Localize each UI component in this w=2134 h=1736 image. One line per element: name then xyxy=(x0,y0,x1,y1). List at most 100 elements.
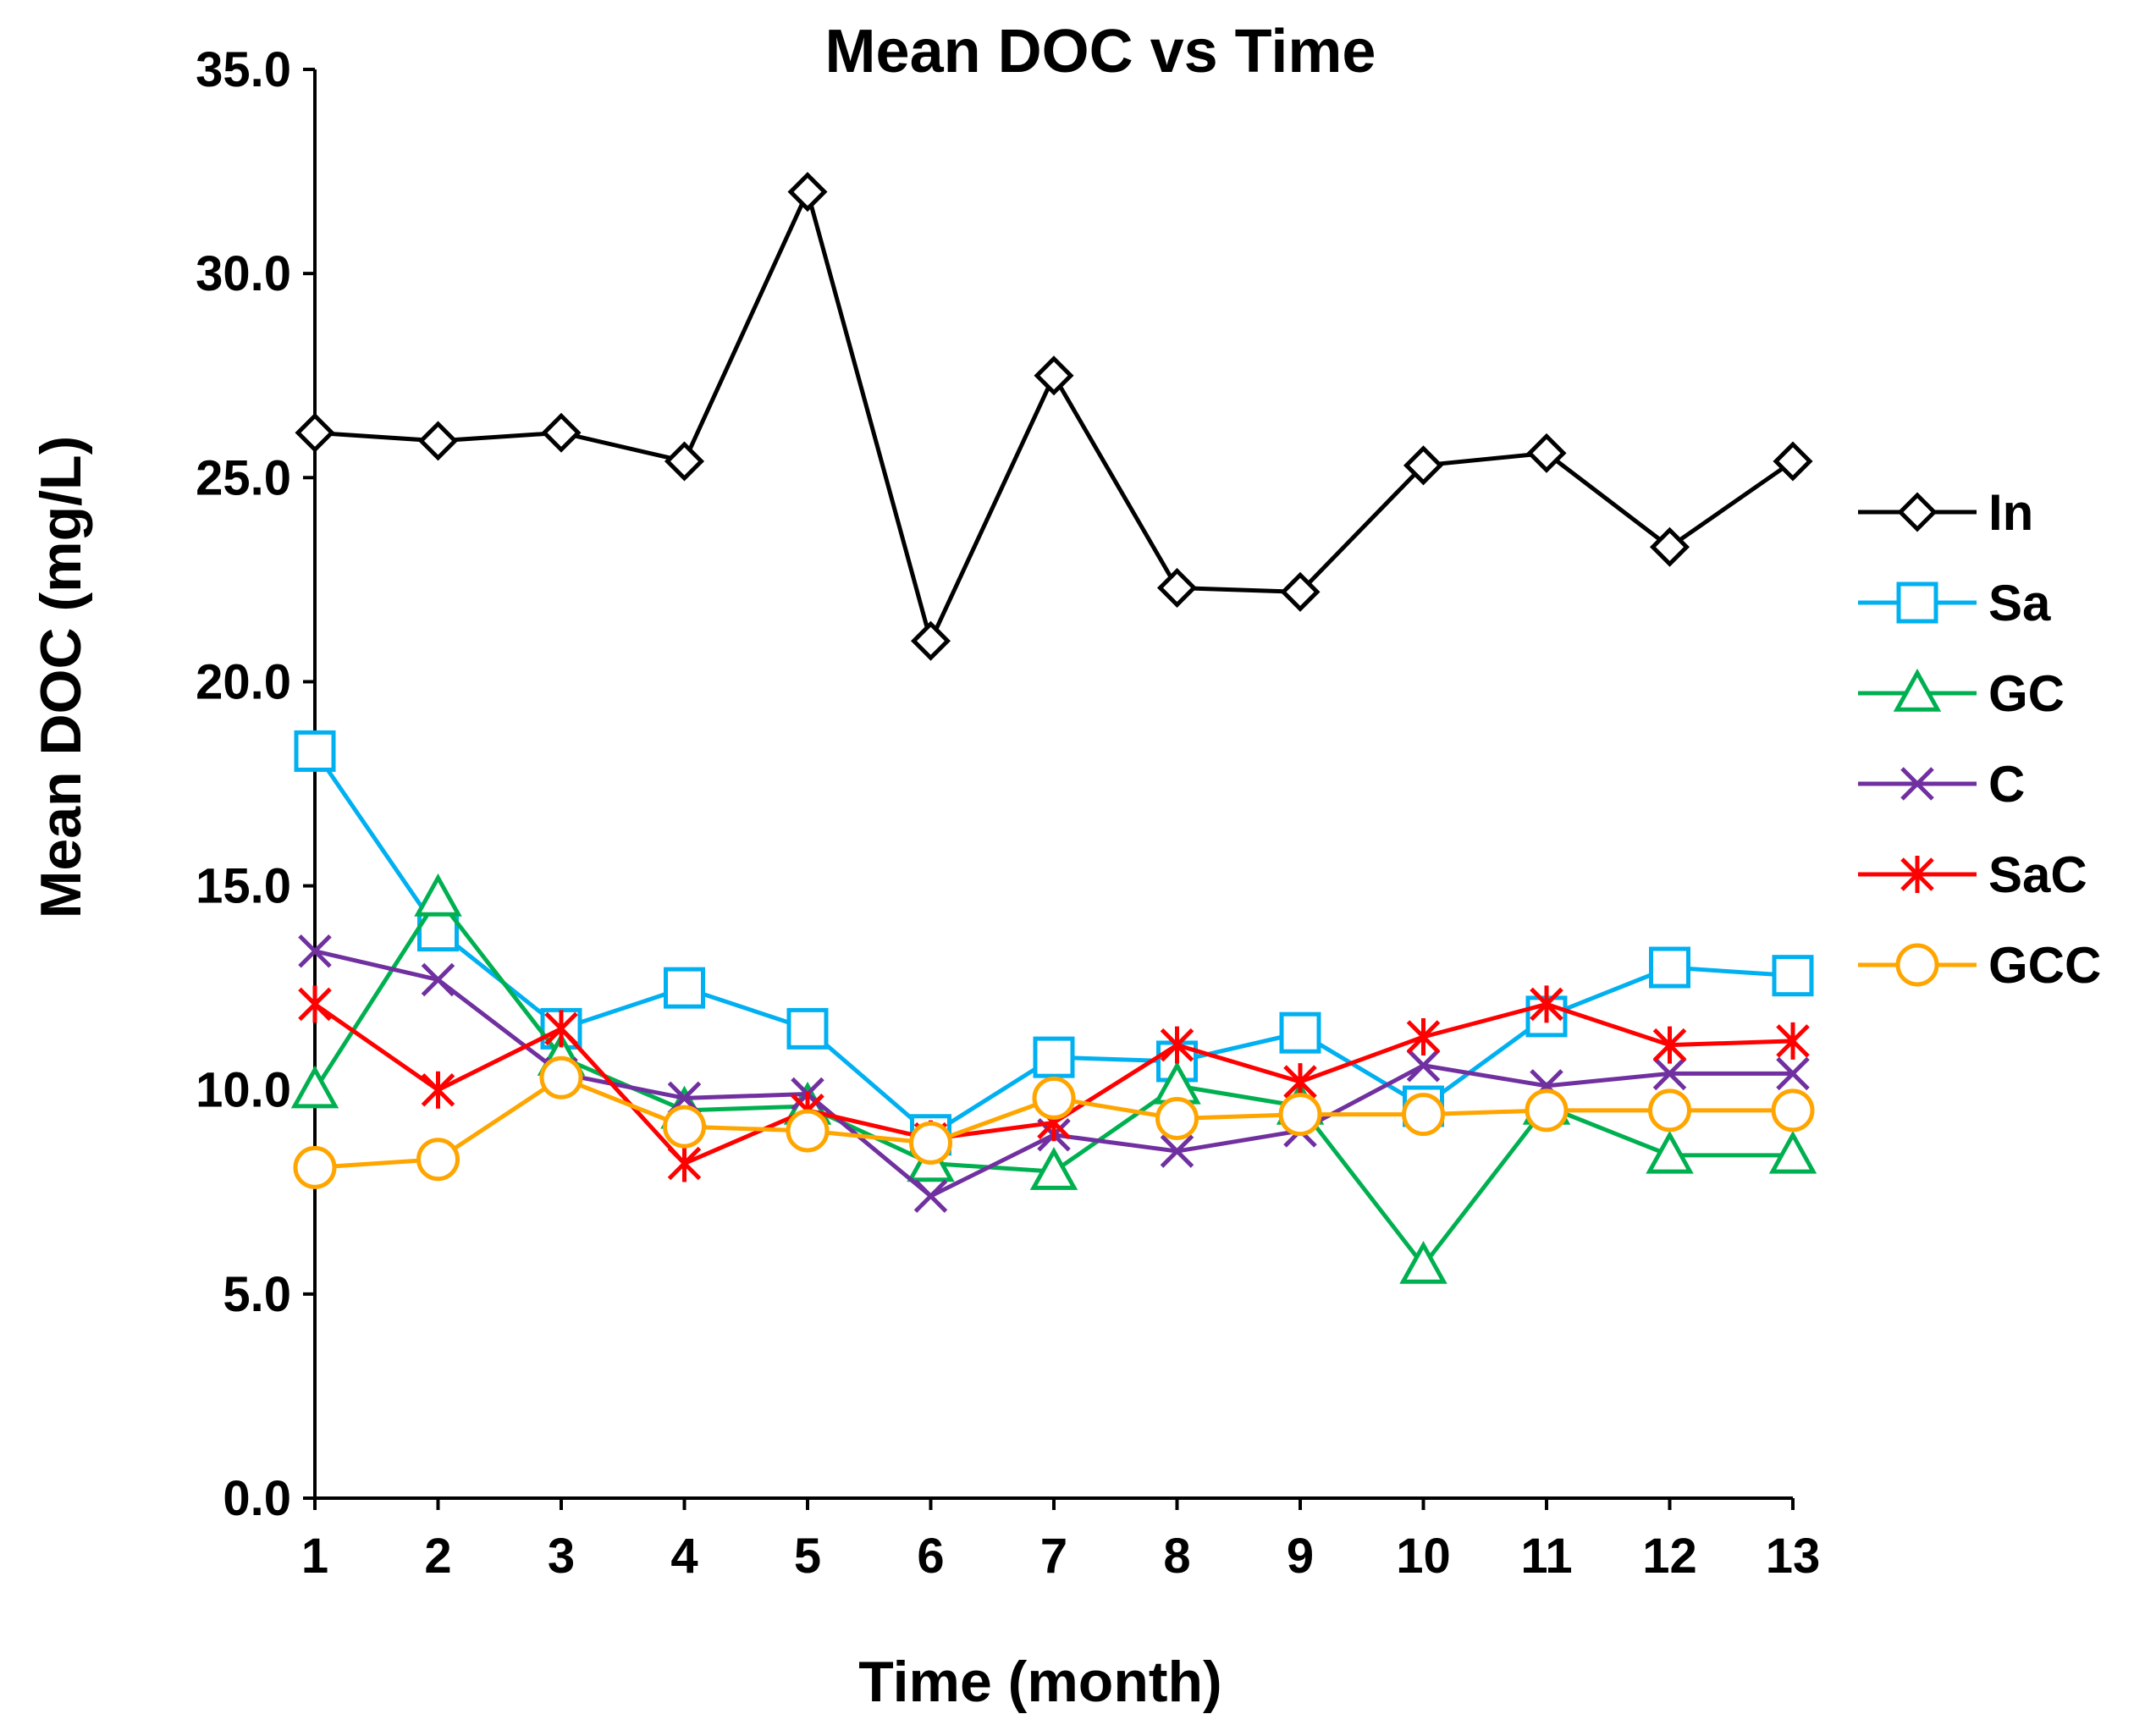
data-point-gcc xyxy=(786,1109,830,1153)
legend-label-gcc: GCC xyxy=(1988,937,2101,994)
data-point-sac xyxy=(1160,1026,1194,1064)
x-tick-label: 11 xyxy=(1520,1529,1572,1584)
data-point-gcc xyxy=(1278,1093,1322,1137)
legend-marker-c xyxy=(1900,767,1934,801)
legend-label-in: In xyxy=(1988,484,2033,541)
legend-label-sac: SaC xyxy=(1988,846,2087,903)
y-tick-label: 10.0 xyxy=(196,1063,291,1118)
data-point-sa xyxy=(786,1007,829,1050)
data-point-gc xyxy=(1399,1240,1447,1284)
y-tick-label: 0.0 xyxy=(223,1471,291,1526)
data-point-c xyxy=(298,934,332,968)
data-point-sac xyxy=(298,985,332,1023)
data-point-in xyxy=(787,172,828,212)
data-point-in xyxy=(1649,526,1690,567)
data-point-c xyxy=(913,1179,948,1213)
data-point-gcc xyxy=(663,1105,706,1149)
x-axis-label: Time (month) xyxy=(858,1650,1221,1714)
data-point-sac xyxy=(1406,1018,1441,1056)
legend-item-gc: GC xyxy=(1858,665,2065,722)
data-point-gcc xyxy=(293,1145,337,1189)
x-tick-label: 6 xyxy=(917,1529,944,1584)
x-tick-label: 3 xyxy=(548,1529,575,1584)
data-point-sa xyxy=(664,967,705,1009)
legend-label-gc: GC xyxy=(1988,665,2065,722)
data-point-sac xyxy=(1776,1022,1810,1060)
data-point-in xyxy=(1526,433,1567,473)
data-point-in xyxy=(1280,571,1321,612)
legend-item-c: C xyxy=(1858,756,2025,813)
data-point-sac xyxy=(1652,1026,1687,1064)
legend-marker-sac xyxy=(1900,856,1934,893)
legend-item-gcc: GCC xyxy=(1858,937,2101,994)
data-point-gcc xyxy=(1155,1096,1199,1140)
data-point-sac xyxy=(1530,985,1563,1023)
series-layer xyxy=(290,172,1817,1284)
x-tick-label: 10 xyxy=(1396,1529,1451,1584)
data-point-gc xyxy=(1646,1130,1694,1174)
y-tick-label: 30.0 xyxy=(196,246,291,301)
data-point-c xyxy=(1406,1049,1441,1083)
data-point-gc xyxy=(414,873,462,917)
x-tick-label: 2 xyxy=(424,1529,451,1584)
data-point-gcc xyxy=(416,1138,460,1182)
x-tick-label: 4 xyxy=(670,1529,698,1584)
legend-marker-sa xyxy=(1896,581,1938,624)
data-point-c xyxy=(421,962,455,997)
legend-marker-gc xyxy=(1893,668,1942,712)
data-point-in xyxy=(1403,445,1444,486)
data-point-sac xyxy=(667,1144,702,1182)
data-point-sa xyxy=(1033,1036,1075,1078)
data-point-gcc xyxy=(1032,1076,1076,1120)
chart-title: Mean DOC vs Time xyxy=(825,18,1376,85)
x-tick-label: 8 xyxy=(1163,1529,1190,1584)
y-tick-label: 20.0 xyxy=(196,654,291,709)
data-point-in xyxy=(295,412,335,453)
data-point-gc xyxy=(1768,1130,1817,1174)
y-axis-label: Mean DOC (mg/L) xyxy=(29,436,93,918)
data-point-c xyxy=(1160,1134,1194,1168)
series-in xyxy=(295,172,1813,661)
data-point-gcc xyxy=(1402,1093,1445,1137)
data-point-in xyxy=(910,620,951,661)
axes: 0.05.010.015.020.025.030.035.01 2 3 4 5 6 7 8 9 1… xyxy=(196,42,1820,1584)
data-point-gcc xyxy=(1771,1088,1815,1133)
data-point-sa xyxy=(1772,955,1814,997)
x-tick-label: 7 xyxy=(1040,1529,1067,1584)
legend-label-sa: Sa xyxy=(1988,575,2051,631)
y-tick-label: 35.0 xyxy=(196,42,291,97)
legend-marker-gcc xyxy=(1895,943,1939,987)
legend-marker-in xyxy=(1897,492,1938,532)
x-tick-label: 13 xyxy=(1766,1529,1821,1584)
data-point-gcc xyxy=(539,1055,583,1099)
data-point-in xyxy=(541,412,582,453)
data-point-gcc xyxy=(1648,1088,1691,1133)
data-point-sa xyxy=(294,730,336,772)
data-point-in xyxy=(664,441,705,482)
data-point-in xyxy=(1773,441,1813,482)
x-tick-label: 1 xyxy=(301,1529,328,1584)
legend-item-sa: Sa xyxy=(1858,575,2051,631)
data-point-sac xyxy=(421,1071,455,1109)
x-tick-label: 9 xyxy=(1287,1529,1314,1584)
data-point-in xyxy=(417,421,459,461)
y-tick-label: 15.0 xyxy=(196,859,291,914)
legend-item-sac: SaC xyxy=(1858,846,2087,903)
y-tick-label: 5.0 xyxy=(223,1267,291,1322)
data-point-c xyxy=(1652,1056,1687,1091)
y-tick-label: 25.0 xyxy=(196,450,291,505)
legend-label-c: C xyxy=(1988,756,2025,813)
x-tick-label: 12 xyxy=(1642,1529,1697,1584)
series-line-in xyxy=(314,190,1795,643)
x-tick-label: 5 xyxy=(794,1529,821,1584)
data-point-sac xyxy=(544,1010,578,1048)
data-point-gcc xyxy=(1525,1088,1569,1133)
data-point-in xyxy=(1034,355,1074,396)
legend-item-in: In xyxy=(1858,484,2033,541)
data-point-gcc xyxy=(909,1121,952,1165)
data-point-sa xyxy=(1279,1011,1321,1054)
series-gcc xyxy=(293,1055,1815,1189)
data-point-gc xyxy=(290,1065,339,1109)
